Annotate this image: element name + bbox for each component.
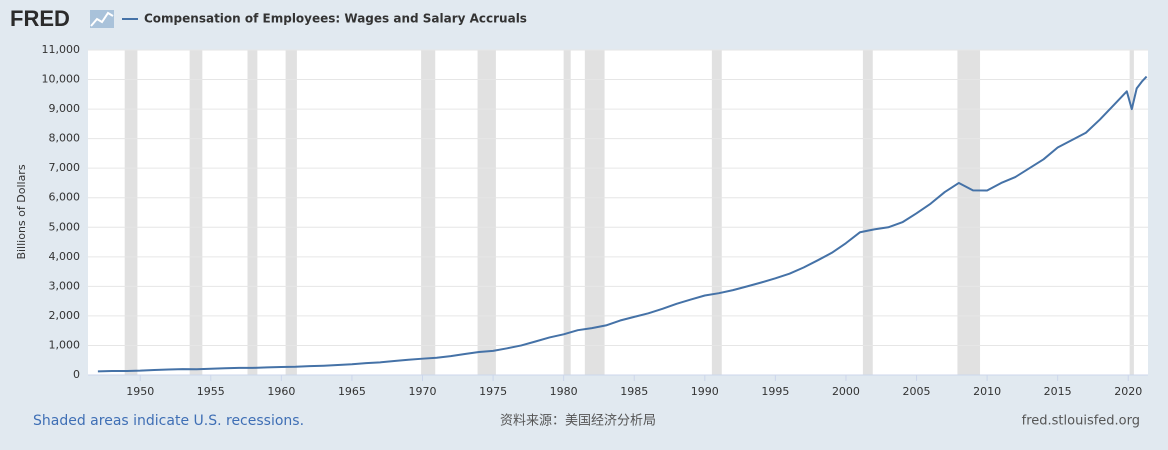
y-tick-label: 0 bbox=[73, 368, 80, 381]
y-tick-label: 6,000 bbox=[49, 191, 81, 204]
y-tick-label: 7,000 bbox=[49, 161, 81, 174]
x-tick-label: 1950 bbox=[126, 385, 154, 398]
x-tick-label: 1980 bbox=[550, 385, 578, 398]
y-tick-label: 9,000 bbox=[49, 102, 81, 115]
url: fred.stlouisfed.org bbox=[1022, 414, 1140, 429]
x-tick-label: 1960 bbox=[267, 385, 295, 398]
legend-label: Compensation of Employees: Wages and Sal… bbox=[144, 12, 527, 26]
x-tick-label: 2000 bbox=[832, 385, 860, 398]
note: Shaded areas indicate U.S. recessions. bbox=[33, 413, 304, 429]
source: 资料来源：美国经济分析局 bbox=[500, 414, 656, 429]
plot-area bbox=[88, 50, 1148, 375]
y-tick-label: 3,000 bbox=[49, 279, 81, 292]
x-tick-label: 1965 bbox=[338, 385, 366, 398]
y-tick-label: 5,000 bbox=[49, 220, 81, 233]
x-tick-label: 1995 bbox=[761, 385, 789, 398]
recession-band bbox=[285, 50, 297, 375]
y-tick-label: 10,000 bbox=[42, 73, 81, 86]
recession-band bbox=[563, 50, 571, 375]
recession-band bbox=[862, 50, 873, 375]
recession-band bbox=[124, 50, 138, 375]
recession-band bbox=[711, 50, 722, 375]
y-tick-label: 11,000 bbox=[42, 43, 81, 56]
recession-band bbox=[477, 50, 496, 375]
x-tick-label: 1990 bbox=[691, 385, 719, 398]
x-tick-label: 2010 bbox=[973, 385, 1001, 398]
y-tick-label: 1,000 bbox=[49, 338, 81, 351]
logo-icon bbox=[90, 10, 114, 28]
recession-band bbox=[189, 50, 203, 375]
recession-band bbox=[421, 50, 436, 375]
y-tick-label: 8,000 bbox=[49, 132, 81, 145]
x-tick-label: 1970 bbox=[409, 385, 437, 398]
x-tick-label: 2020 bbox=[1114, 385, 1142, 398]
recession-band bbox=[584, 50, 605, 375]
recession-band bbox=[1129, 50, 1134, 375]
y-tick-label: 4,000 bbox=[49, 250, 81, 263]
x-tick-label: 2015 bbox=[1044, 385, 1072, 398]
logo: FRED bbox=[10, 6, 70, 31]
series-line bbox=[97, 75, 1148, 373]
x-tick-label: 1955 bbox=[197, 385, 225, 398]
y-tick-label: 2,000 bbox=[49, 309, 81, 322]
y-axis-label: Billions of Dollars bbox=[15, 164, 28, 259]
x-tick-label: 1975 bbox=[479, 385, 507, 398]
x-tick-label: 1985 bbox=[620, 385, 648, 398]
x-tick-label: 2005 bbox=[903, 385, 931, 398]
recession-band bbox=[247, 50, 258, 375]
recession-band bbox=[957, 50, 981, 375]
